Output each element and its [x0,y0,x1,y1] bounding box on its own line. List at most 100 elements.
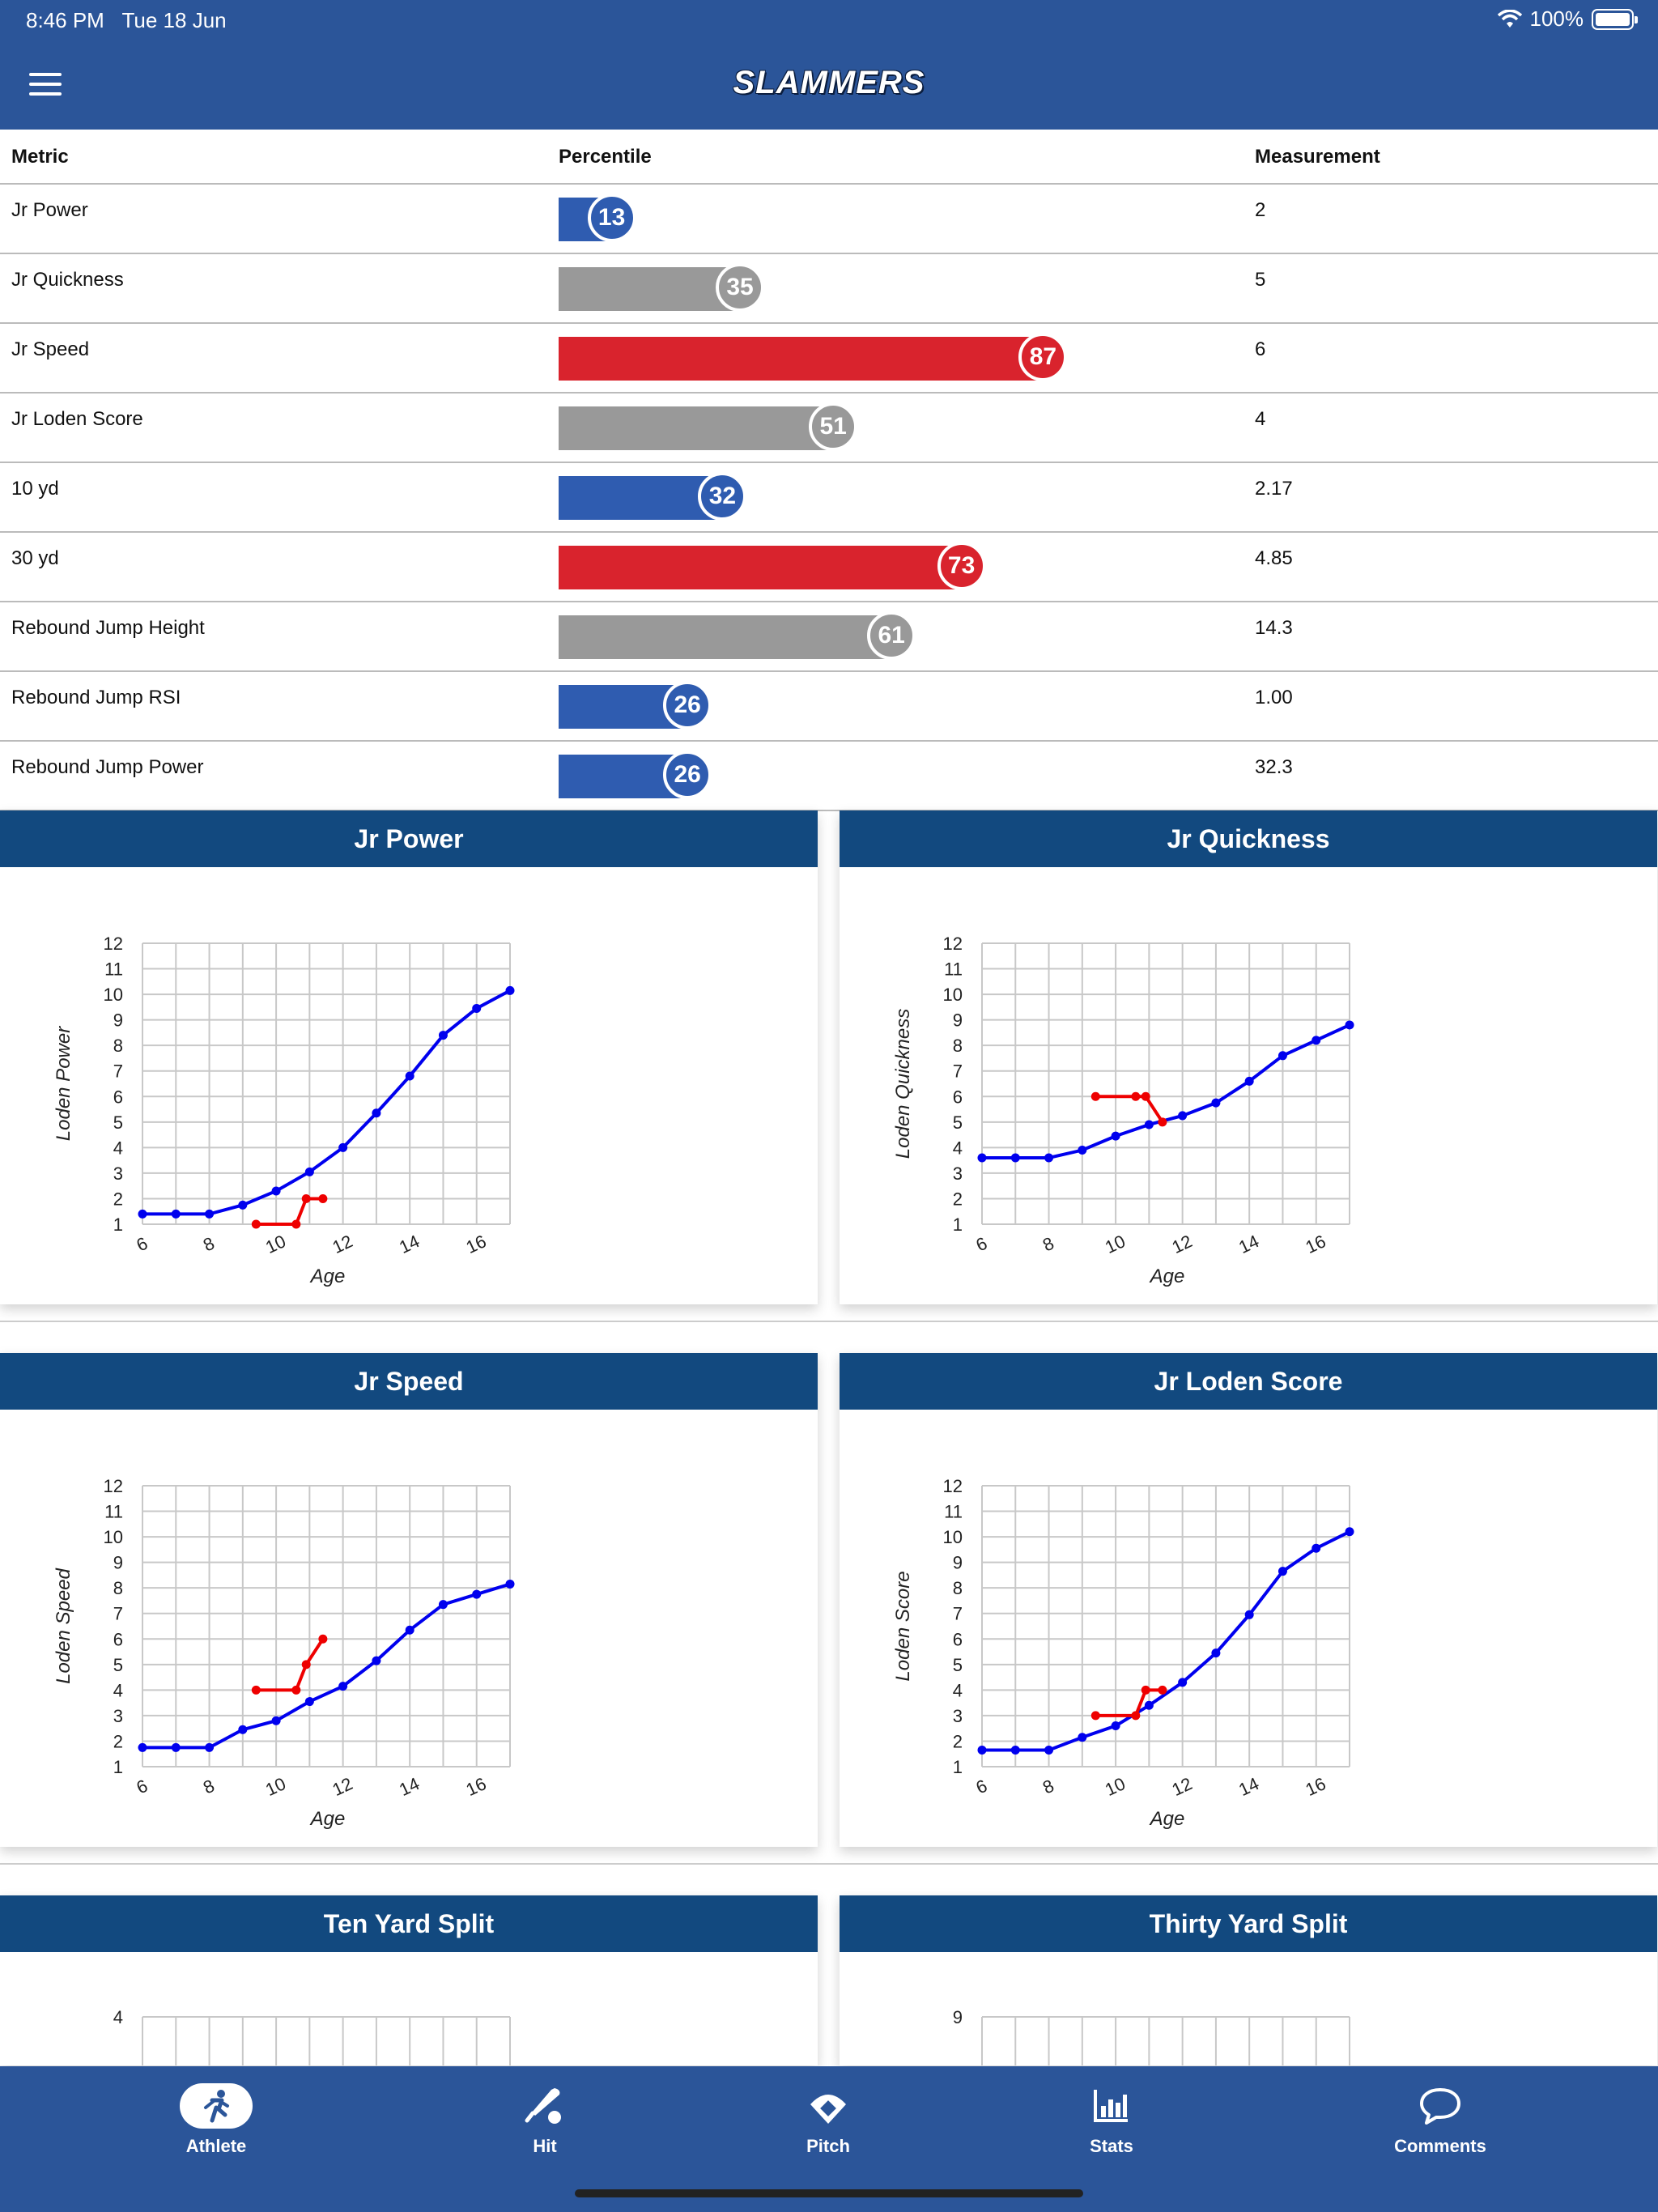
table-row: 10 yd 32 2.17 [0,463,1658,533]
y-tick-label: 10 [104,1527,123,1547]
y-tick-label: 6 [113,1087,123,1107]
x-axis-label: Age [1149,1808,1185,1830]
chart-card: Jr Loden Score 1 2 3 4 5 6 7 8 9 10 11 12 6 8 10 12 14 16 A… [840,1353,1657,1847]
chart-card: Jr Quickness 1 2 3 4 5 6 7 8 9 10 11 12 6 8 10 12 14 16 Age… [840,810,1657,1304]
y-tick-label: 9 [113,1010,123,1031]
data-point [1090,1711,1100,1721]
data-point [238,1725,248,1734]
tab-label: Pitch [806,2136,850,2156]
tab-athlete[interactable]: Athlete [135,2081,297,2157]
metric-name: 30 yd [11,547,59,569]
measurement-value: 2 [1255,199,1266,221]
data-point [318,1634,328,1644]
metric-name: Jr Quickness [11,269,124,291]
percentile-badge: 51 [809,402,858,451]
y-tick-label: 12 [943,934,963,954]
y-tick-label: 12 [104,934,123,954]
data-point [1111,1721,1120,1731]
percentile-badge: 73 [937,542,986,590]
baseball-diamond-icon [747,2081,909,2131]
y-tick-label: 8 [113,1036,123,1056]
y-tick-label: 4 [113,1680,123,1700]
x-tick-label: 14 [1235,1773,1262,1800]
series-line [256,1638,325,1692]
line-chart: 4 [113,2007,511,2065]
data-point [338,1682,348,1691]
bar-chart-icon [1031,2081,1192,2131]
table-row: Jr Quickness 35 5 [0,254,1658,324]
y-tick-label: 6 [953,1629,963,1649]
data-point [318,1193,328,1203]
chart-title: Ten Yard Split [0,1895,818,1952]
data-point [372,1108,381,1118]
measurement-value: 6 [1255,338,1266,360]
data-point [271,1716,281,1725]
data-point [1244,1076,1254,1086]
tab-bar: Athlete Hit Pitch Stats Comments [0,2066,1658,2212]
wifi-icon [1497,9,1522,28]
series-line [142,1582,511,1750]
x-tick-label: 8 [1039,1776,1057,1798]
data-point [1141,1685,1150,1695]
x-tick-label: 14 [396,1773,423,1800]
percentile-bar: 35 [559,263,764,312]
x-tick-label: 12 [329,1231,356,1257]
data-point [472,1003,482,1013]
y-tick-label: 10 [943,985,963,1005]
percentile-badge: 32 [698,472,747,521]
y-tick-label: 4 [113,1138,123,1158]
chat-bubble-icon [1359,2081,1521,2131]
y-axis-label: Loden Score [892,1571,914,1681]
y-tick-label: 6 [953,1087,963,1107]
x-tick-label: 16 [463,1773,490,1800]
tab-stats[interactable]: Stats [1031,2081,1192,2157]
x-tick-label: 12 [329,1773,356,1800]
status-time: 8:46 PM Tue 18 Jun [26,8,227,32]
data-point [1211,1098,1221,1108]
y-tick-label: 1 [113,1757,123,1777]
x-tick-label: 10 [1102,1231,1129,1257]
running-person-icon [135,2081,297,2131]
metric-name: Jr Speed [11,338,90,360]
x-tick-label: 10 [262,1231,289,1257]
bat-and-ball-icon [464,2081,626,2131]
table-row: 30 yd 73 4.85 [0,533,1658,602]
table-row: Rebound Jump Power 26 32.3 [0,742,1658,811]
line-chart: 9 [953,2007,1350,2065]
series-line [1095,1688,1163,1717]
app-logo: SLAMMERS [733,65,925,100]
data-point [304,1697,314,1707]
data-point [1044,1745,1054,1755]
data-point [405,1625,414,1635]
data-point [1144,1120,1154,1129]
x-tick-label: 16 [463,1231,490,1257]
y-tick-label: 2 [953,1731,963,1751]
x-tick-label: 14 [1235,1231,1262,1257]
measurement-value: 1.00 [1255,687,1293,708]
tab-comments[interactable]: Comments [1359,2081,1521,2157]
y-tick-label: 7 [953,1061,963,1082]
x-tick-label: 6 [973,1776,991,1798]
series-line [982,1529,1350,1752]
tab-hit[interactable]: Hit [464,2081,626,2157]
y-tick-label: 3 [113,1706,123,1726]
percentile-bar: 26 [559,681,712,730]
data-point [291,1685,301,1695]
section-divider [0,1863,1658,1865]
series-line [1095,1095,1164,1123]
data-point [138,1209,147,1219]
data-point [1158,1117,1167,1127]
data-point [1131,1091,1141,1101]
y-tick-label: 2 [113,1731,123,1751]
x-tick-label: 12 [1169,1231,1196,1257]
y-tick-label: 4 [113,2007,123,2027]
data-point [1312,1036,1321,1045]
tab-pitch[interactable]: Pitch [747,2081,909,2157]
table-header: Metric Percentile Measurement [0,130,1658,185]
menu-icon[interactable] [29,73,62,96]
y-tick-label: 5 [113,1112,123,1133]
x-tick-label: 10 [262,1773,289,1800]
table-row: Rebound Jump RSI 26 1.00 [0,672,1658,742]
y-tick-label: 3 [953,1163,963,1184]
